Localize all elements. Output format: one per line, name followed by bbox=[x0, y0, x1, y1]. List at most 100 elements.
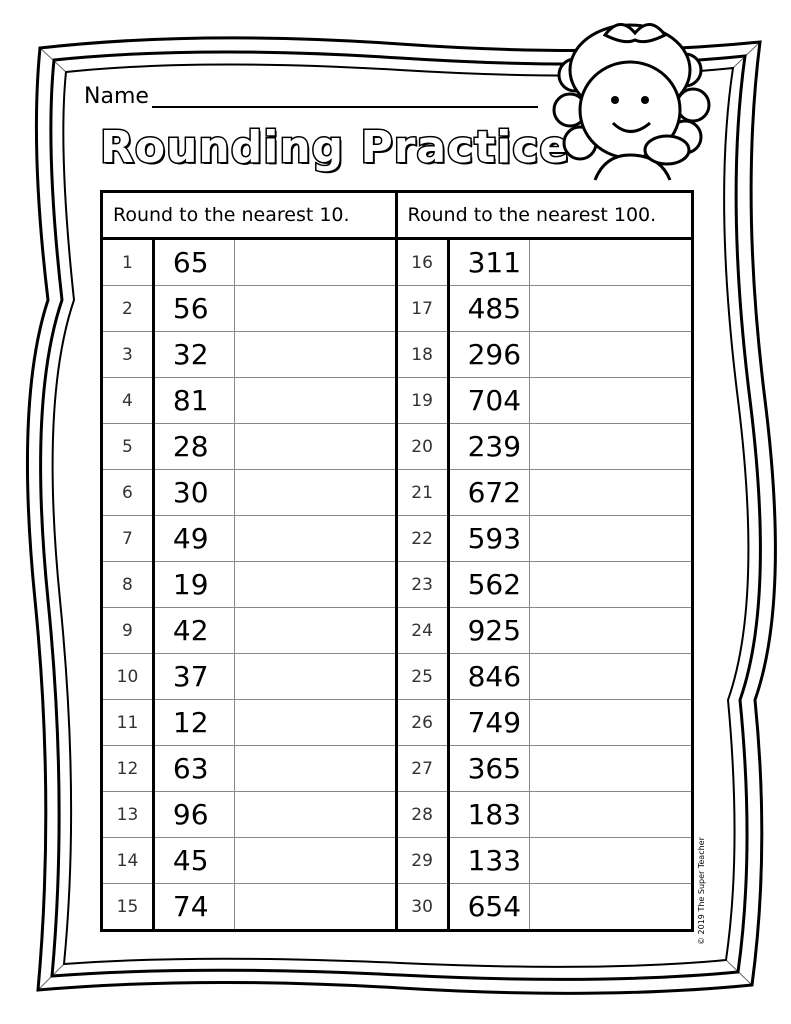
header-nearest-10: Round to the nearest 10. bbox=[100, 190, 398, 240]
answer-cell[interactable] bbox=[529, 377, 693, 424]
problem-number: 23 bbox=[396, 561, 449, 608]
problem-value: 183 bbox=[446, 791, 531, 838]
problem-number: 9 bbox=[101, 607, 154, 654]
answer-cell[interactable] bbox=[529, 837, 693, 884]
problem-value: 37 bbox=[151, 653, 235, 700]
problem-value: 846 bbox=[446, 653, 531, 700]
answer-cell[interactable] bbox=[234, 238, 398, 286]
answer-cell[interactable] bbox=[529, 883, 693, 931]
header-nearest-100: Round to the nearest 100. bbox=[394, 190, 695, 240]
table-row: 14 45 29 133 bbox=[101, 837, 693, 884]
problem-number: 10 bbox=[101, 653, 154, 700]
problem-value: 96 bbox=[151, 791, 235, 838]
table-row: 15 74 30 654 bbox=[101, 883, 693, 931]
answer-cell[interactable] bbox=[234, 515, 398, 562]
table-row: 13 96 28 183 bbox=[101, 791, 693, 838]
answer-cell[interactable] bbox=[529, 699, 693, 746]
problem-number: 11 bbox=[101, 699, 154, 746]
problem-number: 16 bbox=[396, 238, 449, 286]
answer-cell[interactable] bbox=[529, 745, 693, 792]
girl-clipart-icon bbox=[552, 23, 711, 181]
problem-value: 311 bbox=[446, 238, 531, 286]
table-row: 4 81 19 704 bbox=[101, 377, 693, 424]
problem-value: 49 bbox=[151, 515, 235, 562]
answer-cell[interactable] bbox=[529, 238, 693, 286]
problem-value: 593 bbox=[446, 515, 531, 562]
problem-value: 749 bbox=[446, 699, 531, 746]
table-row: 5 28 20 239 bbox=[101, 423, 693, 470]
problem-number: 30 bbox=[396, 883, 449, 931]
problem-value: 56 bbox=[151, 285, 235, 332]
problem-number: 24 bbox=[396, 607, 449, 654]
problem-number: 26 bbox=[396, 699, 449, 746]
answer-cell[interactable] bbox=[234, 699, 398, 746]
table-row: 1 65 16 311 bbox=[101, 238, 693, 286]
problem-number: 7 bbox=[101, 515, 154, 562]
problem-value: 42 bbox=[151, 607, 235, 654]
problem-number: 20 bbox=[396, 423, 449, 470]
problem-number: 4 bbox=[101, 377, 154, 424]
answer-cell[interactable] bbox=[529, 607, 693, 654]
problem-value: 133 bbox=[446, 837, 531, 884]
table-row: 9 42 24 925 bbox=[101, 607, 693, 654]
problem-value: 654 bbox=[446, 883, 531, 931]
problem-value: 925 bbox=[446, 607, 531, 654]
answer-cell[interactable] bbox=[529, 561, 693, 608]
problem-number: 29 bbox=[396, 837, 449, 884]
problem-value: 74 bbox=[151, 883, 235, 931]
problem-value: 562 bbox=[446, 561, 531, 608]
problem-value: 704 bbox=[446, 377, 531, 424]
problem-number: 25 bbox=[396, 653, 449, 700]
problem-number: 15 bbox=[101, 883, 154, 931]
problem-number: 19 bbox=[396, 377, 449, 424]
answer-cell[interactable] bbox=[529, 653, 693, 700]
table-row: 7 49 22 593 bbox=[101, 515, 693, 562]
problem-number: 5 bbox=[101, 423, 154, 470]
table-row: 8 19 23 562 bbox=[101, 561, 693, 608]
answer-cell[interactable] bbox=[234, 331, 398, 378]
problem-value: 672 bbox=[446, 469, 531, 516]
problem-number: 12 bbox=[101, 745, 154, 792]
answer-cell[interactable] bbox=[529, 469, 693, 516]
table-row: 2 56 17 485 bbox=[101, 285, 693, 332]
answer-cell[interactable] bbox=[529, 515, 693, 562]
problem-number: 13 bbox=[101, 791, 154, 838]
answer-cell[interactable] bbox=[234, 561, 398, 608]
answer-cell[interactable] bbox=[234, 745, 398, 792]
problem-number: 21 bbox=[396, 469, 449, 516]
problem-number: 14 bbox=[101, 837, 154, 884]
answer-cell[interactable] bbox=[529, 423, 693, 470]
answer-cell[interactable] bbox=[234, 883, 398, 931]
problem-number: 28 bbox=[396, 791, 449, 838]
name-label: Name bbox=[84, 84, 149, 109]
answer-cell[interactable] bbox=[234, 285, 398, 332]
answer-cell[interactable] bbox=[234, 423, 398, 470]
problem-value: 28 bbox=[151, 423, 235, 470]
problem-number: 3 bbox=[101, 331, 154, 378]
table-row: 3 32 18 296 bbox=[101, 331, 693, 378]
answer-cell[interactable] bbox=[234, 791, 398, 838]
problem-value: 12 bbox=[151, 699, 235, 746]
table-row: 6 30 21 672 bbox=[101, 469, 693, 516]
answer-cell[interactable] bbox=[529, 331, 693, 378]
answer-cell[interactable] bbox=[234, 653, 398, 700]
problem-number: 27 bbox=[396, 745, 449, 792]
problem-number: 1 bbox=[101, 238, 154, 286]
answer-cell[interactable] bbox=[234, 377, 398, 424]
problem-value: 296 bbox=[446, 331, 531, 378]
problem-number: 8 bbox=[101, 561, 154, 608]
answer-cell[interactable] bbox=[234, 607, 398, 654]
answer-cell[interactable] bbox=[529, 285, 693, 332]
problem-value: 365 bbox=[446, 745, 531, 792]
rounding-table: Round to the nearest 10. Round to the ne… bbox=[100, 190, 695, 932]
name-input-line[interactable] bbox=[152, 106, 538, 108]
problem-number: 6 bbox=[101, 469, 154, 516]
problem-number: 17 bbox=[396, 285, 449, 332]
answer-cell[interactable] bbox=[234, 469, 398, 516]
problem-value: 485 bbox=[446, 285, 531, 332]
table-row: 12 63 27 365 bbox=[101, 745, 693, 792]
answer-cell[interactable] bbox=[529, 791, 693, 838]
problem-value: 65 bbox=[151, 238, 235, 286]
problem-value: 45 bbox=[151, 837, 235, 884]
answer-cell[interactable] bbox=[234, 837, 398, 884]
